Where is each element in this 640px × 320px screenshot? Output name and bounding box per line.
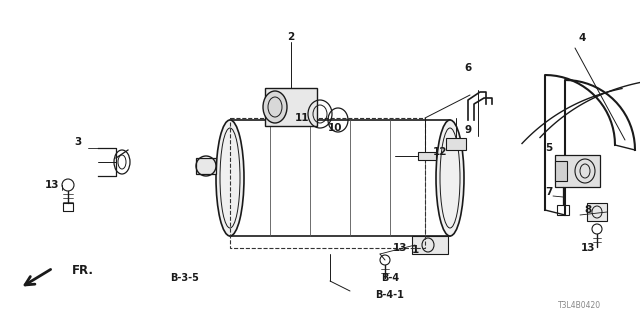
Text: 7: 7 [545, 187, 553, 197]
Text: 8: 8 [584, 205, 591, 215]
Text: 9: 9 [465, 125, 472, 135]
Bar [555, 161, 567, 181]
Bar [446, 138, 466, 150]
Text: 6: 6 [465, 63, 472, 73]
Text: 11: 11 [295, 113, 309, 123]
Text: 1: 1 [412, 245, 419, 255]
Text: B-4: B-4 [381, 273, 399, 283]
Text: 3: 3 [74, 137, 82, 147]
Text: 13: 13 [580, 243, 595, 253]
Text: T3L4B0420: T3L4B0420 [559, 300, 602, 309]
Bar [418, 152, 436, 160]
Text: FR.: FR. [72, 263, 94, 276]
Ellipse shape [436, 120, 464, 236]
Bar [196, 158, 216, 174]
Text: 10: 10 [328, 123, 342, 133]
Text: 2: 2 [287, 32, 294, 42]
Text: 12: 12 [433, 147, 447, 157]
Text: 13: 13 [393, 243, 407, 253]
Bar [555, 155, 600, 187]
Ellipse shape [263, 91, 287, 123]
Text: 5: 5 [545, 143, 552, 153]
Bar [557, 205, 569, 215]
Text: 4: 4 [579, 33, 586, 43]
Text: B-3-5: B-3-5 [171, 273, 200, 283]
Bar [265, 88, 317, 126]
Bar [230, 118, 425, 248]
Ellipse shape [216, 120, 244, 236]
Text: B-4-1: B-4-1 [376, 290, 404, 300]
Text: 13: 13 [45, 180, 60, 190]
Bar [412, 236, 448, 254]
Bar [587, 203, 607, 221]
